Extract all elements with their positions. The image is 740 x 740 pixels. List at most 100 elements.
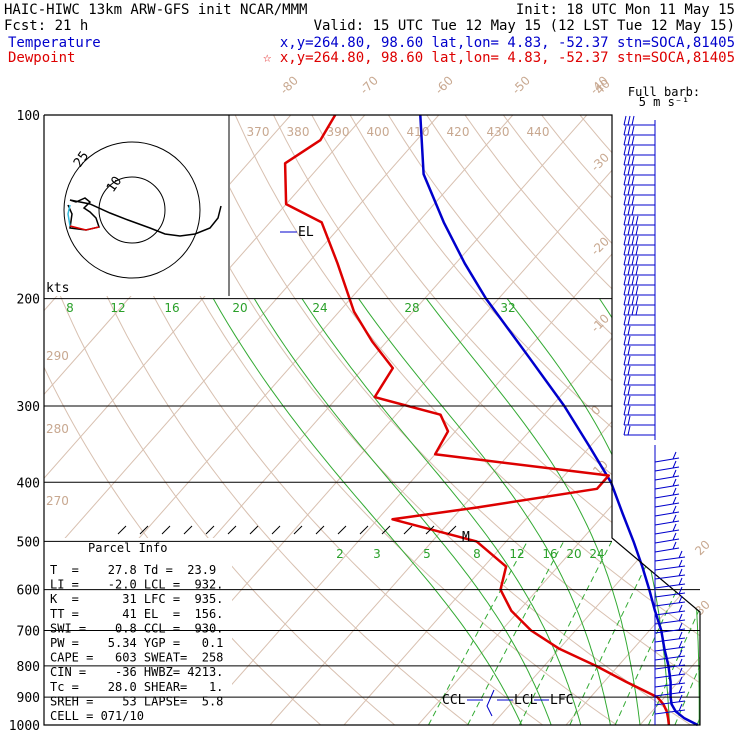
wind-barb-feather [631,115,635,126]
level-marker-label: LFC [550,693,573,708]
frame: 100 200 300 400 500 600 700 800 900 1000 M [9,109,701,734]
wind-barb-feather [627,365,631,376]
wind-barb-feather [627,305,631,316]
wind-barb-feather [672,469,677,478]
wind-barb-staff [654,556,686,562]
moist-adiabat-line [599,298,700,725]
wind-barb-feather [672,460,677,469]
wind-barb-feather [672,478,677,487]
dewpoint-profile [283,114,671,726]
wind-barb-feather [623,355,627,366]
wind-barb-feather [627,135,631,146]
wind-barb-feather [623,345,627,356]
wind-barb-feather [623,415,627,426]
isotherm-line [565,115,700,725]
wind-barb-feather [672,487,677,496]
parcel-info-row: SREH = 53 LAPSE= 5.8 [50,694,223,708]
wind-barb-staff [654,655,686,661]
pressure-tick-label: 1000 [9,719,40,734]
theta-label: 410 [407,125,430,139]
hatch-mark [337,525,347,535]
isotherm-label: -60 [432,73,456,97]
wind-barb-feather [635,255,639,266]
wind-barb-feather [635,225,639,236]
wind-barb-feather [631,185,635,196]
wind-barb-staff [654,574,686,580]
wind-barb-feather [627,185,631,196]
isotherm-line [44,115,440,725]
moist-adiabat-line [358,298,611,725]
isotherm-line [343,115,700,725]
hodograph-ring-label-inner: 10 [104,174,125,195]
dry-adiabat-line [733,115,740,738]
wind-barb-feather [623,395,627,406]
dry-adiabat-line [579,115,700,725]
wind-barb-feather [623,125,627,136]
hatch-mark [227,525,237,535]
wind-barb-feather [627,255,631,266]
wind-barb-staff [654,547,680,553]
hatch-mark [205,525,215,535]
isotherm-line [491,115,700,725]
wind-barb-feather [623,225,627,236]
dry-adiabat-line [387,115,700,725]
wind-barb-feather [678,577,683,586]
wind-barb-feather [635,235,639,246]
wind-barb-feather [678,550,683,559]
wind-barb-feather [627,155,631,166]
wind-barb-feather [635,215,639,226]
dry-adiabat-line [196,115,700,725]
wind-barb-feather [627,385,631,396]
hodograph: 25 10 kts [44,115,230,296]
mixing-ratio-label: 8 [473,547,481,561]
plot-border [43,114,701,726]
wind-barb-feather [623,155,627,166]
wind-barb-feather [631,255,635,266]
wind-barb-feather [678,631,683,640]
wind-barb-staff [654,484,680,490]
wind-barb-feather [678,658,683,667]
pressure-tick-label: 900 [17,691,40,706]
wind-barb-feather [623,315,627,326]
mixing-ratio-label: 16 [542,547,557,561]
wind-barb-feather [627,225,631,236]
level-marker-label: EL [298,225,314,240]
header-title: HAIC-HIWC 13km ARW-GFS init NCAR/MMM [4,2,307,18]
dry-adiabat-line [349,115,700,725]
wind-barb-feather [627,265,631,276]
mixing-ratio-label: 20 [566,547,581,561]
wind-barb-staff [654,466,680,472]
wind-barb-feather [627,245,631,256]
barb-legend-line1: Full barb: [628,85,700,99]
dry-adiabat-line [44,115,411,725]
hatch-mark [271,525,281,535]
wind-barb-staff [654,619,686,625]
dry-adiabat-line [81,115,561,725]
wind-barb-feather [672,514,677,523]
mixing-ratio-label: 2 [336,547,344,561]
wind-barb-staff [654,646,686,652]
wind-barb-feather [631,275,635,286]
wind-barb-feather [631,135,635,146]
moist-adiabat-label: 24 [312,301,327,315]
hatch-mark [359,525,369,535]
dry-adiabat-line [426,115,700,725]
dry-adiabat-line [234,115,700,725]
legend-temperature-label: Temperature [8,35,101,51]
wind-barb-feather [635,295,639,306]
wind-barb-feather [631,155,635,166]
wind-barb-feather [627,165,631,176]
wind-barb-feather [631,235,635,246]
wind-barb-staff [654,493,680,499]
parcel-info-row: SWI = 0.8 CCL = 930. [50,621,223,635]
wind-barb-staff [654,709,686,715]
header-valid: Valid: 15 UTC Tue 12 May 15 (12 LST Tue … [314,18,735,34]
wind-barb-feather [672,505,677,514]
pressure-tick-label: 400 [17,476,40,491]
wind-barb-feather [678,559,683,568]
theta-label: 370 [247,125,270,139]
wind-barb-feather [623,375,627,386]
isotherm-line [44,115,366,725]
